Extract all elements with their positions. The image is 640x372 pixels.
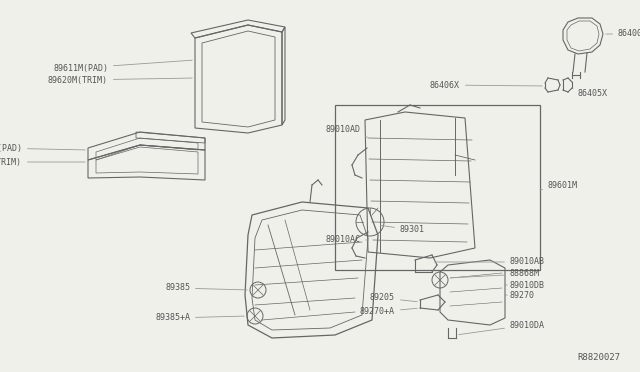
Text: 89205: 89205 <box>370 294 417 302</box>
Text: 89010DB: 89010DB <box>505 280 545 289</box>
Text: 89301: 89301 <box>381 225 425 234</box>
Text: 89010AC: 89010AC <box>325 235 368 244</box>
Text: 89010AD: 89010AD <box>325 125 367 137</box>
Text: 89620M(TRIM): 89620M(TRIM) <box>48 76 192 84</box>
Text: 86400X: 86400X <box>606 29 640 38</box>
Text: 89010AB: 89010AB <box>435 257 545 266</box>
Text: 89270: 89270 <box>505 292 535 301</box>
Text: 86405X: 86405X <box>572 88 608 97</box>
Text: 86406X: 86406X <box>430 80 542 90</box>
Text: R8820027: R8820027 <box>577 353 620 362</box>
Text: 89010DA: 89010DA <box>459 321 545 335</box>
Text: 89320M(TRIM): 89320M(TRIM) <box>0 157 85 167</box>
Text: 89601M: 89601M <box>540 180 578 190</box>
Text: 89270+A: 89270+A <box>360 308 417 317</box>
Text: 89311M(PAD): 89311M(PAD) <box>0 144 85 153</box>
Text: 89611M(PAD): 89611M(PAD) <box>53 60 192 73</box>
Text: 88868M: 88868M <box>451 269 540 279</box>
Text: 89385+A: 89385+A <box>155 314 244 323</box>
Text: 89385: 89385 <box>165 283 247 292</box>
Bar <box>335 105 540 270</box>
